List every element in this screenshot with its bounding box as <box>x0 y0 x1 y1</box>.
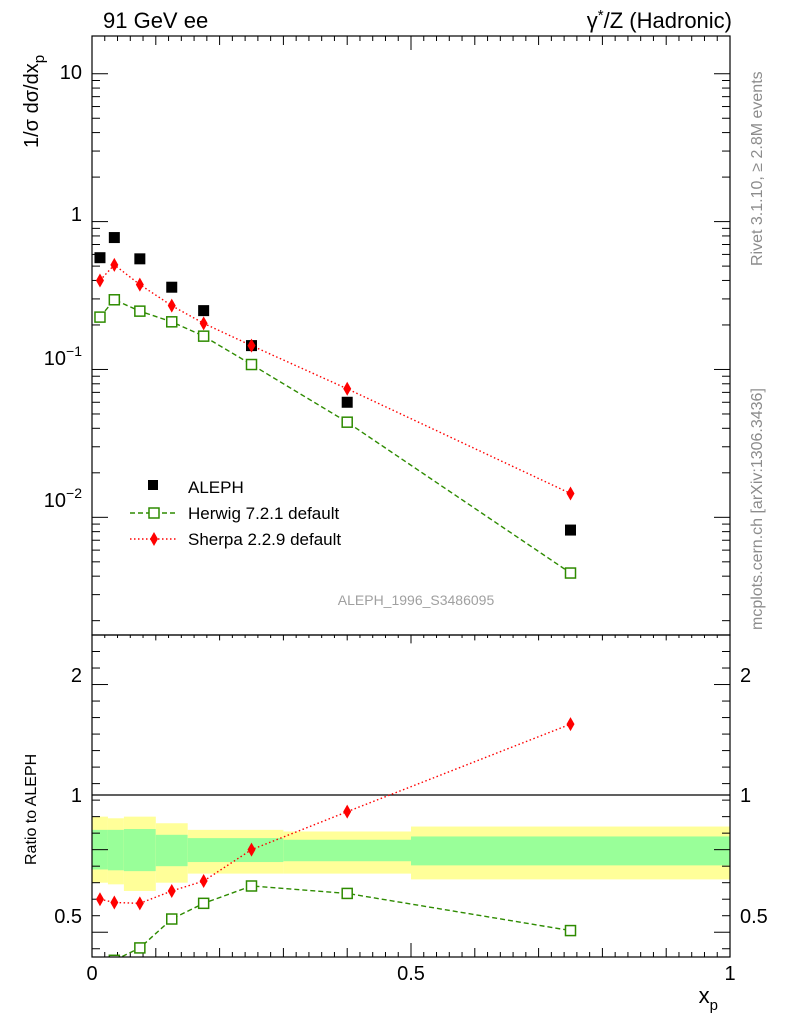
sherpa-ratio-point <box>110 895 119 910</box>
herwig-point <box>108 294 121 306</box>
sherpa-line <box>99 263 571 495</box>
ratio-ytick-label-2: 2 <box>71 665 82 687</box>
sherpa-ratio-point <box>343 804 352 819</box>
sherpa-point <box>566 486 575 501</box>
ratio-uncertainty-bands <box>92 816 730 891</box>
band-inner <box>411 836 730 866</box>
band-inner <box>155 834 188 867</box>
herwig-point <box>197 330 210 342</box>
herwig-ratio-point <box>134 942 146 954</box>
ratio-ytick-label-right-1: 1 <box>740 785 751 807</box>
ratio-panel: Ratio to ALEPH 2 1 0.5 2 1 0.5 0 0.5 1 x… <box>23 634 768 1014</box>
analysis-id-watermark: ALEPH_1996_S3486095 <box>338 592 495 608</box>
sherpa-point <box>110 257 119 272</box>
herwig-point <box>134 305 146 317</box>
sherpa-point <box>343 381 352 396</box>
main-axis-ticks <box>91 36 731 622</box>
sherpa-ratio-point <box>247 842 256 857</box>
header-right-label: γ*/Z (Hadronic) <box>587 7 732 33</box>
band-inner <box>187 838 284 863</box>
aleph-point <box>198 305 210 317</box>
ytick-label-1: 1 <box>71 204 82 226</box>
herwig-ratio-point <box>564 924 577 937</box>
sherpa-point <box>199 316 208 331</box>
ratio-clipped-group <box>95 717 577 957</box>
legend-marker-herwig <box>148 507 160 519</box>
sherpa-point <box>167 298 176 313</box>
main-series-group <box>94 232 577 579</box>
header-left-label: 91 GeV ee <box>103 8 208 33</box>
sherpa-ratio-point <box>135 896 144 911</box>
sherpa-ratio-point <box>199 874 208 889</box>
aleph-point <box>108 232 120 244</box>
ratio-ytick-label-right-0.5: 0.5 <box>740 906 768 928</box>
aleph-point <box>166 281 178 293</box>
herwig-point <box>341 416 353 428</box>
sherpa-point <box>135 277 144 292</box>
herwig-ratio-line <box>119 885 571 957</box>
herwig-ratio-point <box>108 954 121 957</box>
herwig-ratio-point <box>166 913 178 925</box>
legend-label-sherpa: Sherpa 2.2.9 default <box>188 530 341 549</box>
ratio-frame <box>91 634 731 958</box>
herwig-ratio-point <box>197 897 210 910</box>
legend-label-herwig: Herwig 7.2.1 default <box>188 504 339 523</box>
ratio-series-group <box>95 717 577 957</box>
mcplots-label: mcplots.cern.ch [arXiv:1306.3436] <box>749 388 766 630</box>
herwig-ratio-point <box>341 887 353 900</box>
ratio-axis-ticks <box>91 634 731 957</box>
xtick-label-1: 1 <box>724 963 735 985</box>
ytick-label-0.01: 10−2 <box>44 485 82 512</box>
herwig-point <box>166 316 178 328</box>
herwig-ratio-point <box>245 880 258 892</box>
ratio-ytick-label-0.5: 0.5 <box>54 906 82 928</box>
rivet-version-label: Rivet 3.1.10, ≥ 2.8M events <box>749 71 766 266</box>
sherpa-ratio-point <box>167 883 176 898</box>
ratio-ytick-label-right-2: 2 <box>740 665 751 687</box>
sherpa-ratio-point <box>95 892 104 907</box>
sherpa-ratio-point <box>566 717 575 732</box>
legend-label-aleph: ALEPH <box>188 478 244 497</box>
herwig-point <box>245 358 258 371</box>
xlabel: xp <box>699 983 718 1014</box>
ratio-ytick-label-1: 1 <box>71 785 82 807</box>
legend: ALEPH Herwig 7.2.1 default Sherpa 2.2.9 … <box>130 478 341 549</box>
aleph-point <box>565 524 576 536</box>
legend-marker-aleph <box>148 480 158 490</box>
ytick-label-10: 10 <box>60 62 82 84</box>
herwig-point <box>564 567 577 579</box>
band-inner <box>107 829 124 871</box>
aleph-point <box>341 396 353 408</box>
xtick-label-0.5: 0.5 <box>397 963 425 985</box>
sherpa-point <box>247 338 256 353</box>
main-panel: 1/σ dσ/dxp 10 1 10−1 10−2 ALEPH Herwig 7… <box>21 35 731 636</box>
herwig-point <box>94 311 106 323</box>
ytick-label-0.1: 10−1 <box>44 343 82 370</box>
band-inner <box>283 839 411 862</box>
xtick-label-0: 0 <box>86 963 97 985</box>
sherpa-point <box>95 273 104 288</box>
legend-marker-sherpa <box>150 532 158 546</box>
main-ylabel: 1/σ dσ/dxp <box>21 55 48 148</box>
aleph-point <box>134 253 146 265</box>
ratio-ylabel: Ratio to ALEPH <box>23 754 40 865</box>
aleph-point <box>94 252 106 264</box>
band-inner <box>123 829 156 872</box>
